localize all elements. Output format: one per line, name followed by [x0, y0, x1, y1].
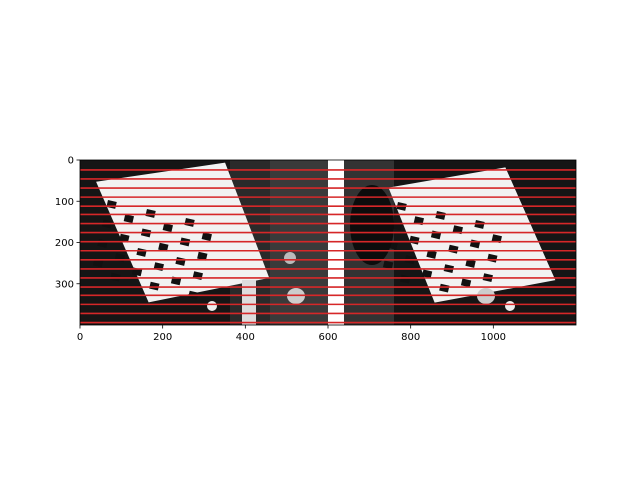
y-tick-label: 0: [68, 156, 74, 167]
x-axis-ticks: 0 200 400 600 800 1000: [77, 325, 506, 343]
checker-square: [110, 272, 121, 282]
checker-square: [149, 281, 160, 291]
image-gap-white: [328, 160, 344, 325]
y-axis-ticks: 0 100 200 300: [55, 156, 80, 290]
plot-area: [80, 160, 576, 325]
checker-square: [197, 251, 208, 261]
checker-square: [382, 260, 394, 270]
checker-square: [145, 208, 156, 218]
checker-square: [435, 210, 446, 220]
checker-square: [474, 219, 485, 229]
checker-square: [201, 232, 212, 242]
checker-square: [460, 278, 472, 288]
checker-square: [400, 274, 411, 284]
x-tick-label: 1000: [481, 332, 506, 343]
checker-square: [421, 269, 433, 279]
checker-square: [465, 258, 476, 268]
stereo-image-left: [80, 160, 328, 325]
x-tick-label: 0: [77, 332, 83, 343]
epipolar-lines: [80, 169, 576, 324]
y-tick-label: 200: [55, 238, 74, 249]
checker-square: [119, 233, 130, 243]
x-tick-label: 800: [401, 332, 420, 343]
checker-square: [92, 258, 104, 268]
x-tick-label: 400: [236, 332, 255, 343]
checker-square: [162, 223, 173, 233]
x-tick-label: 600: [318, 332, 337, 343]
checker-square: [426, 249, 437, 259]
y-tick-label: 300: [55, 279, 74, 290]
checker-square: [439, 283, 450, 293]
x-tick-label: 200: [153, 332, 172, 343]
checker-square: [158, 242, 169, 252]
checker-square: [123, 214, 135, 224]
checker-square: [184, 217, 195, 227]
y-tick-label: 100: [55, 197, 74, 208]
checker-square: [491, 234, 502, 244]
stereo-image-right: [344, 160, 576, 325]
